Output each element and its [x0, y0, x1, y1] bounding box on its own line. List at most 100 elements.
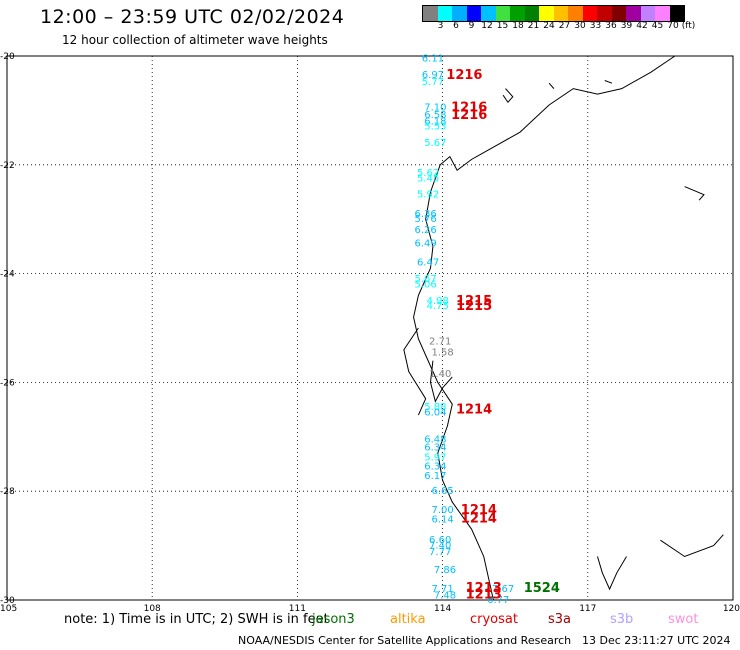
colorbar-label: 42 — [636, 21, 648, 31]
colorbar-swatch — [597, 6, 612, 21]
colorbar-label: 33 — [589, 21, 602, 31]
wave-height-label: 6.77 — [487, 595, 509, 606]
wave-height-label: 1.40 — [429, 369, 451, 380]
lat-tick-label: -28 — [0, 487, 15, 497]
page-title: 12:00 – 23:59 UTC 02/02/2024 — [40, 6, 345, 28]
lat-tick-label: -24 — [0, 270, 15, 280]
colorbar-swatch — [655, 6, 670, 21]
colorbar-swatch — [626, 6, 641, 21]
colorbar-swatch — [539, 6, 554, 21]
lat-tick-label: -20 — [0, 52, 15, 62]
legend-item-swot: swot — [668, 612, 699, 627]
colorbar-label: 15 — [496, 21, 509, 31]
australia-coastline — [413, 55, 676, 601]
legend-item-altika: altika — [390, 612, 426, 627]
colorbar-label: 36 — [605, 21, 617, 31]
lon-tick-label: 105 — [0, 604, 17, 614]
wave-height-label: 6.48 — [424, 435, 446, 446]
colorbar-label: 3 — [437, 21, 444, 31]
pass-label: 1214 — [461, 503, 497, 518]
colorbar-swatch — [582, 6, 597, 21]
colorbar-swatch — [611, 6, 626, 21]
colorbar-label: 45 — [651, 21, 664, 31]
colorbar-swatch — [568, 6, 583, 21]
colorbar-label: 6 — [453, 21, 459, 31]
coast-fragment — [548, 82, 555, 89]
map-frame — [6, 55, 734, 601]
pass-label: 1216 — [451, 108, 487, 123]
wave-height-label: 5.67 — [415, 274, 437, 285]
lon-tick-label: 108 — [144, 604, 161, 614]
colorbar-swatch — [495, 6, 510, 21]
pass-label: 1215 — [456, 299, 492, 314]
shark-bay-coast — [403, 327, 427, 416]
lon-tick-label: 117 — [579, 604, 596, 614]
colorbar-swatch — [437, 6, 452, 21]
wave-height-label: 6.60 — [429, 535, 451, 546]
colorbar-swatch — [481, 6, 496, 21]
coast-fragment — [597, 556, 627, 591]
wave-height-label: 6.34 — [424, 443, 446, 454]
wave-height-label: 5.53 — [424, 122, 446, 133]
wave-height-label: 7.40 — [429, 541, 451, 552]
wave-height-label: 6.34 — [424, 462, 446, 473]
lat-tick-label: -30 — [0, 596, 15, 606]
colorbar-swatch — [452, 6, 467, 21]
coast-fragment — [684, 186, 705, 201]
colorbar-label: 70 — [667, 21, 679, 31]
wave-height-label: 7.48 — [434, 591, 456, 602]
wave-height-label: 6.65 — [431, 486, 453, 497]
colorbar-label: 39 — [620, 21, 633, 31]
wave-height-label: 6.11 — [422, 54, 444, 65]
coastline — [403, 55, 724, 601]
wave-height-label: 6.97 — [422, 70, 444, 81]
colorbar-label: 30 — [574, 21, 586, 31]
colorbar-swatch — [669, 6, 684, 21]
legend-item-jason3: jason3 — [312, 612, 355, 627]
lat-tick-label: -22 — [0, 161, 15, 171]
pass-label: 1214 — [456, 403, 492, 418]
wave-height-label: 6.47 — [417, 258, 439, 269]
wave-height-label: 6.49 — [415, 239, 437, 250]
pass-labels: 1216121612161215121512141214121412131213… — [446, 68, 560, 603]
footer-credit: NOAA/NESDIS Center for Satellite Applica… — [238, 634, 572, 647]
pass-label: 1214 — [461, 511, 497, 526]
peninsula-coast — [429, 360, 453, 403]
wave-height-label: 7.71 — [431, 584, 453, 595]
lat-tick-label: -26 — [0, 378, 15, 388]
legend-item-s3b: s3b — [610, 612, 634, 627]
legend-item-cryosat: cryosat — [470, 612, 518, 627]
lon-tick-label: 111 — [289, 604, 306, 614]
wave-height-labels: 6.11 6.975.77 7.106.586.185.53 5.67 5.625.45… — [415, 54, 515, 606]
map-ticks: 105 108 111 114 117 120 -20 -22 -24 -26 -28 -30 — [0, 52, 740, 614]
wave-height-label: 6.14 — [431, 514, 453, 525]
pass-label: 1213 — [466, 581, 502, 596]
colorbar-swatch — [524, 6, 539, 21]
wave-height-label: 5.06 — [415, 279, 437, 290]
footer-note: note: 1) Time is in UTC; 2) SWH is in fe… — [64, 612, 329, 627]
wave-height-label: 5.67 — [424, 138, 446, 149]
pass-label: 1215 — [456, 294, 492, 309]
wave-height-label: 5.92 — [417, 190, 439, 201]
colorbar-label: 12 — [481, 21, 493, 31]
wave-height-label: 5.76 — [415, 214, 437, 225]
page-subtitle: 12 hour collection of altimeter wave hei… — [62, 33, 328, 47]
colorbar-swatch — [640, 6, 655, 21]
wave-height-label: 6.58 — [424, 110, 446, 121]
wave-height-label: 7.86 — [434, 565, 456, 576]
colorbar-swatch — [466, 6, 481, 21]
lon-tick-label: 114 — [434, 604, 451, 614]
wave-height-label: 4.98 — [427, 296, 449, 307]
wave-height-label: 5.77 — [422, 77, 444, 88]
pass-label: 1213 — [466, 588, 502, 603]
map-grid — [7, 56, 733, 600]
colorbar-swatch — [510, 6, 525, 21]
wave-height-label: 6.36 — [415, 209, 437, 220]
coast-fragment — [502, 88, 514, 104]
pass-label: 1216 — [451, 101, 487, 116]
wave-height-label: 7.10 — [424, 103, 446, 114]
colorbar-label: (ft) — [681, 21, 696, 31]
colorbar-swatch — [423, 6, 438, 21]
wave-height-label: 5.97 — [424, 452, 446, 463]
